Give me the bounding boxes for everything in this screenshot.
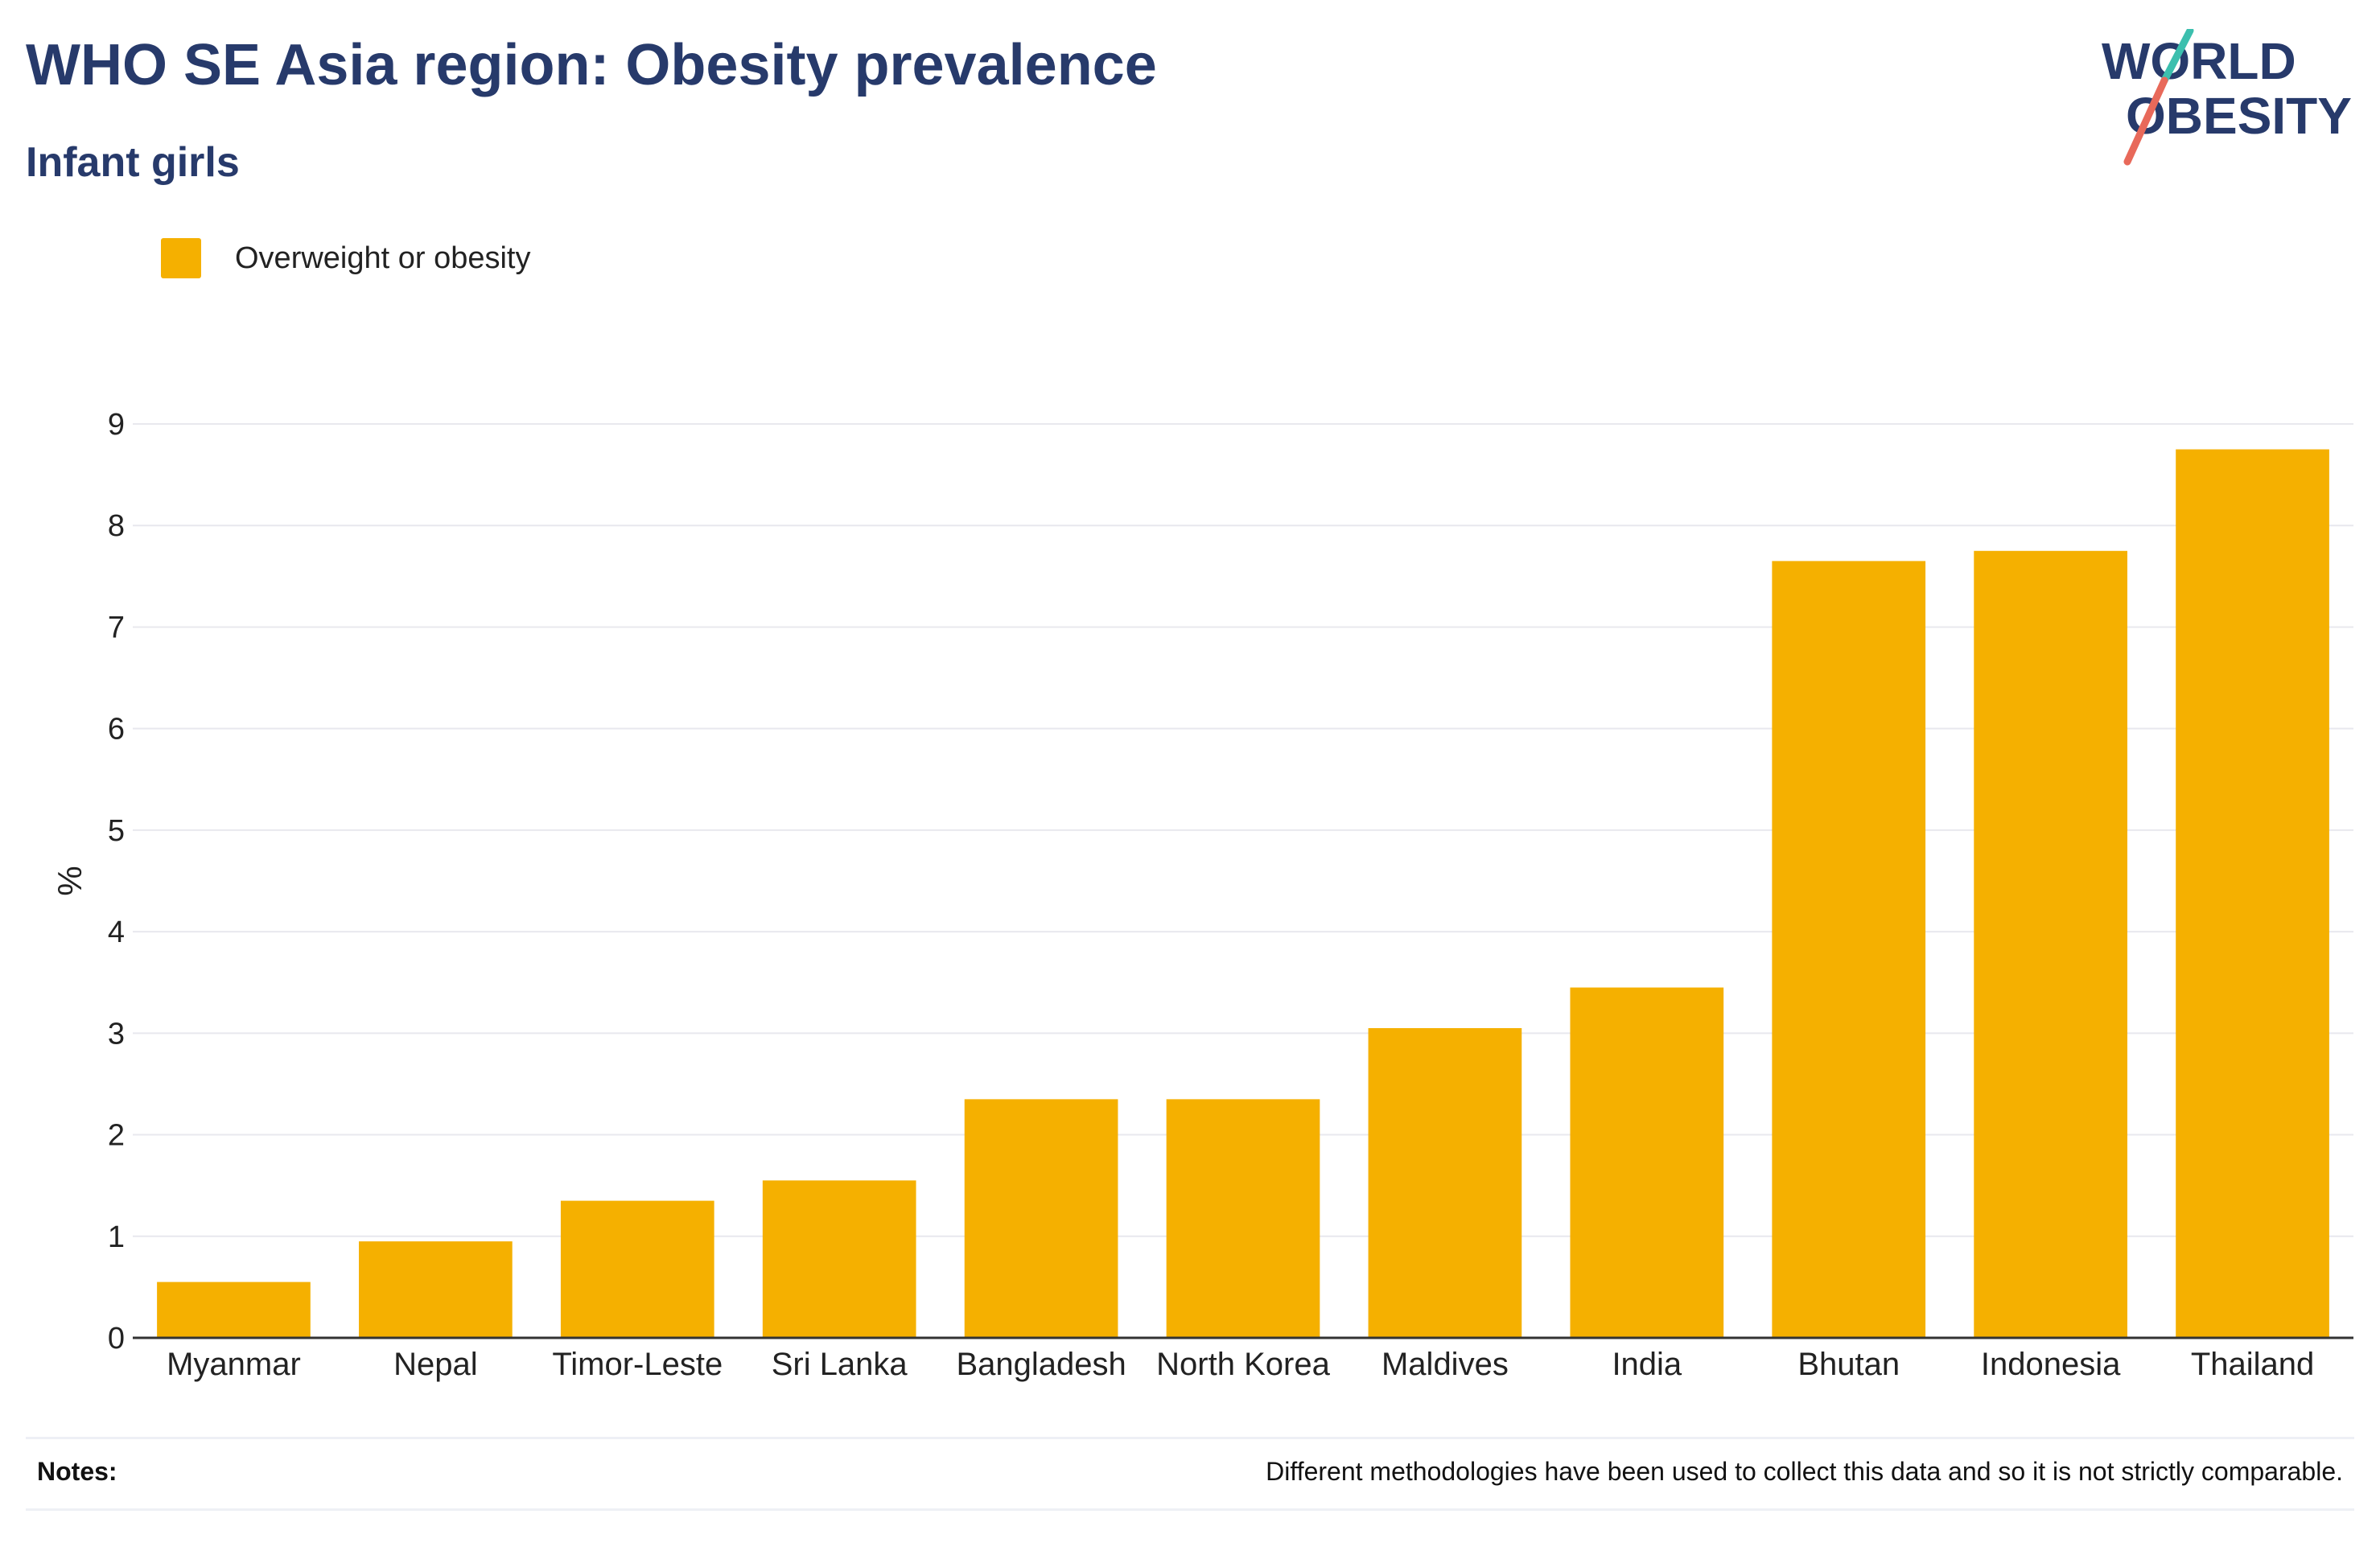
- y-axis-title: %: [51, 866, 89, 895]
- logo-line2: OBESITY: [2126, 87, 2352, 145]
- logo-slash-bottom: [2123, 76, 2168, 166]
- x-tick-label: Thailand: [2191, 1347, 2314, 1382]
- y-tick-label: 1: [108, 1220, 125, 1254]
- y-tick-label: 8: [108, 509, 125, 543]
- x-tick-label: Maldives: [1381, 1347, 1509, 1382]
- x-tick-label: Myanmar: [167, 1347, 301, 1382]
- chart-subtitle: Infant girls: [26, 139, 240, 186]
- x-tick-label: Timor-Leste: [552, 1347, 723, 1382]
- notes-text: Different methodologies have been used t…: [1266, 1457, 2343, 1486]
- x-tick-label: North Korea: [1156, 1347, 1330, 1382]
- chart-legend: Overweight or obesity: [161, 238, 531, 278]
- bar-indonesia: [1974, 550, 2127, 1338]
- y-tick-label: 0: [108, 1322, 125, 1356]
- notes-row: Notes: Different methodologies have been…: [26, 1437, 2354, 1511]
- y-tick-label: 2: [108, 1119, 125, 1153]
- bar-bangladesh: [964, 1099, 1118, 1338]
- x-tick-label: India: [1612, 1347, 1682, 1382]
- chart-title: WHO SE Asia region: Obesity prevalence: [26, 33, 1157, 97]
- logo-slash-top: [2160, 27, 2194, 84]
- bar-thailand: [2176, 449, 2329, 1338]
- y-tick-label: 4: [108, 915, 125, 949]
- logo-line1: WORLD: [2102, 32, 2296, 90]
- y-tick-label: 6: [108, 713, 125, 747]
- notes-label: Notes:: [37, 1457, 117, 1486]
- bar-bhutan: [1772, 561, 1926, 1338]
- x-tick-label: Sri Lanka: [772, 1347, 908, 1382]
- legend-label: Overweight or obesity: [235, 241, 531, 275]
- x-tick-label: Indonesia: [1981, 1347, 2121, 1382]
- bar-timor-leste: [560, 1200, 714, 1338]
- bar-india: [1570, 987, 1724, 1338]
- bar-sri-lanka: [762, 1180, 916, 1338]
- y-tick-label: 7: [108, 611, 125, 644]
- bar-maldives: [1368, 1028, 1522, 1338]
- legend-swatch: [161, 238, 201, 278]
- y-tick-label: 5: [108, 814, 125, 848]
- bar-myanmar: [157, 1282, 311, 1338]
- bar-nepal: [359, 1241, 513, 1338]
- x-tick-label: Nepal: [393, 1347, 478, 1382]
- x-tick-label: Bangladesh: [956, 1347, 1126, 1382]
- bar-chart: 0 1 2 3 4 5 6 7 8 9% Myanmar Nepal Timor-Leste Sri La…: [51, 408, 2353, 1382]
- bar-north-korea: [1166, 1099, 1320, 1338]
- y-tick-label: 9: [108, 408, 125, 442]
- world-obesity-logo: WORLD OBESITY: [2100, 27, 2357, 174]
- y-tick-label: 3: [108, 1017, 125, 1051]
- x-tick-label: Bhutan: [1797, 1347, 1900, 1382]
